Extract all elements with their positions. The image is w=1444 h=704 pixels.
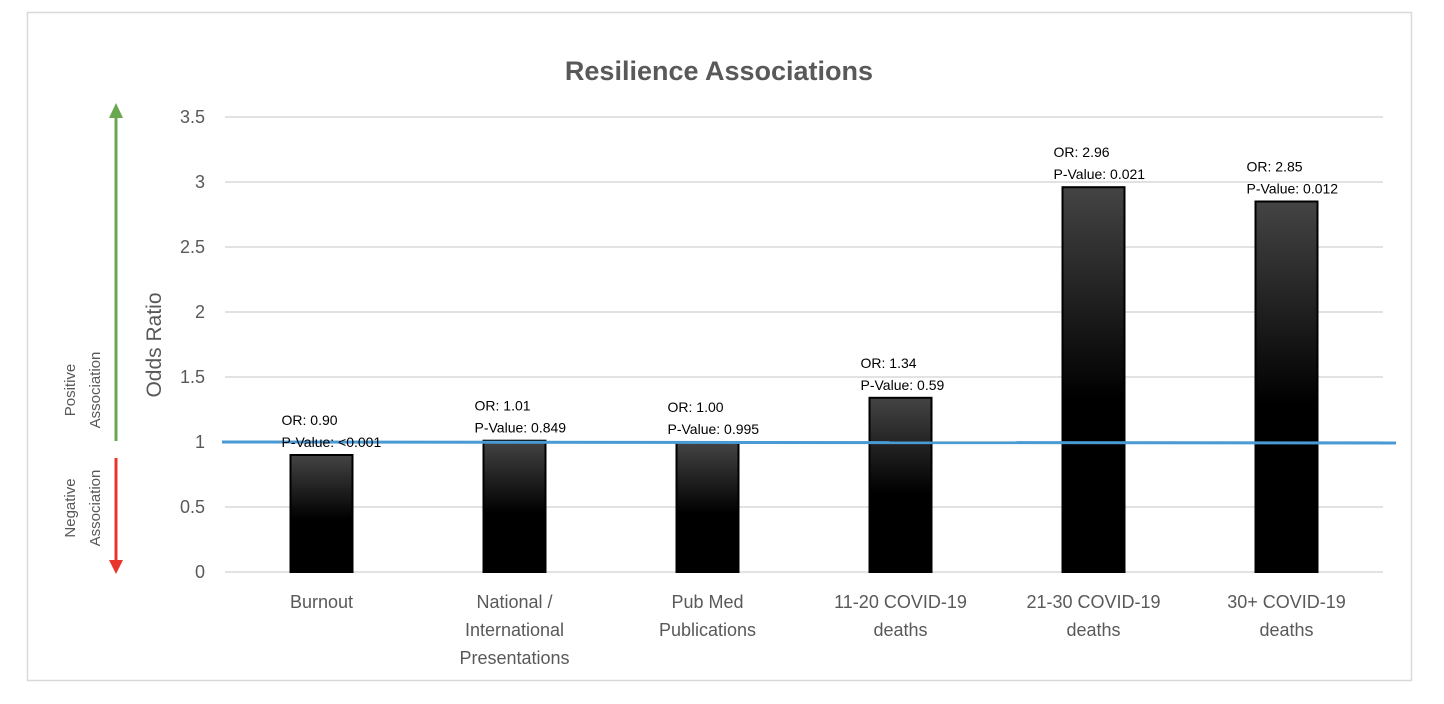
positive-association-label: Positive xyxy=(62,364,79,417)
chart-border xyxy=(26,11,1413,682)
bar xyxy=(289,454,354,573)
bar xyxy=(1254,200,1319,573)
data-label: P-Value: 0.849 xyxy=(475,420,567,436)
reference-line xyxy=(221,440,1397,445)
category-label: 21-30 COVID-19 xyxy=(1026,592,1160,612)
data-label: OR: 1.00 xyxy=(668,399,724,415)
category-label: deaths xyxy=(873,620,927,640)
y-tick-label: 3.5 xyxy=(180,107,205,127)
category-label: Pub Med xyxy=(671,592,743,612)
category-label: Presentations xyxy=(459,648,569,668)
chart-title: Resilience Associations xyxy=(565,56,873,86)
negative-association-label: Negative xyxy=(62,478,79,537)
positive-association-label: Association xyxy=(87,352,104,429)
bar xyxy=(1061,186,1126,573)
bar xyxy=(675,441,740,573)
data-label: OR: 0.90 xyxy=(282,412,338,428)
y-tick-label: 2 xyxy=(195,302,205,322)
data-label: P-Value: 0.59 xyxy=(861,377,945,393)
y-tick-label: 0.5 xyxy=(180,497,205,517)
category-label: National / xyxy=(476,592,552,612)
data-label: P-Value: <0.001 xyxy=(282,434,382,450)
y-axis-label: Odds Ratio xyxy=(143,292,166,397)
arrow-down-icon xyxy=(109,560,123,574)
category-label: 11-20 COVID-19 xyxy=(834,592,967,612)
y-tick-label: 1 xyxy=(195,432,205,452)
bar xyxy=(868,396,933,573)
arrow-up-icon xyxy=(109,103,123,118)
y-tick-label: 2.5 xyxy=(180,237,205,257)
data-label: OR: 1.34 xyxy=(861,355,917,371)
bar xyxy=(482,439,547,574)
category-label: Publications xyxy=(659,620,756,640)
data-label: P-Value: 0.012 xyxy=(1247,181,1339,197)
negative-association-label: Association xyxy=(87,470,104,547)
category-label: deaths xyxy=(1066,620,1120,640)
category-label: 30+ COVID-19 xyxy=(1227,592,1346,612)
data-label: OR: 1.01 xyxy=(475,398,531,414)
category-label: International xyxy=(465,620,564,640)
y-tick-label: 3 xyxy=(195,172,205,192)
data-label: P-Value: 0.995 xyxy=(668,421,760,437)
category-label: deaths xyxy=(1259,620,1313,640)
data-label: OR: 2.85 xyxy=(1247,159,1303,175)
y-tick-label: 1.5 xyxy=(180,367,205,387)
category-label: Burnout xyxy=(290,592,353,612)
data-label: OR: 2.96 xyxy=(1054,144,1110,160)
y-tick-label: 0 xyxy=(195,562,205,582)
data-label: P-Value: 0.021 xyxy=(1054,166,1146,182)
